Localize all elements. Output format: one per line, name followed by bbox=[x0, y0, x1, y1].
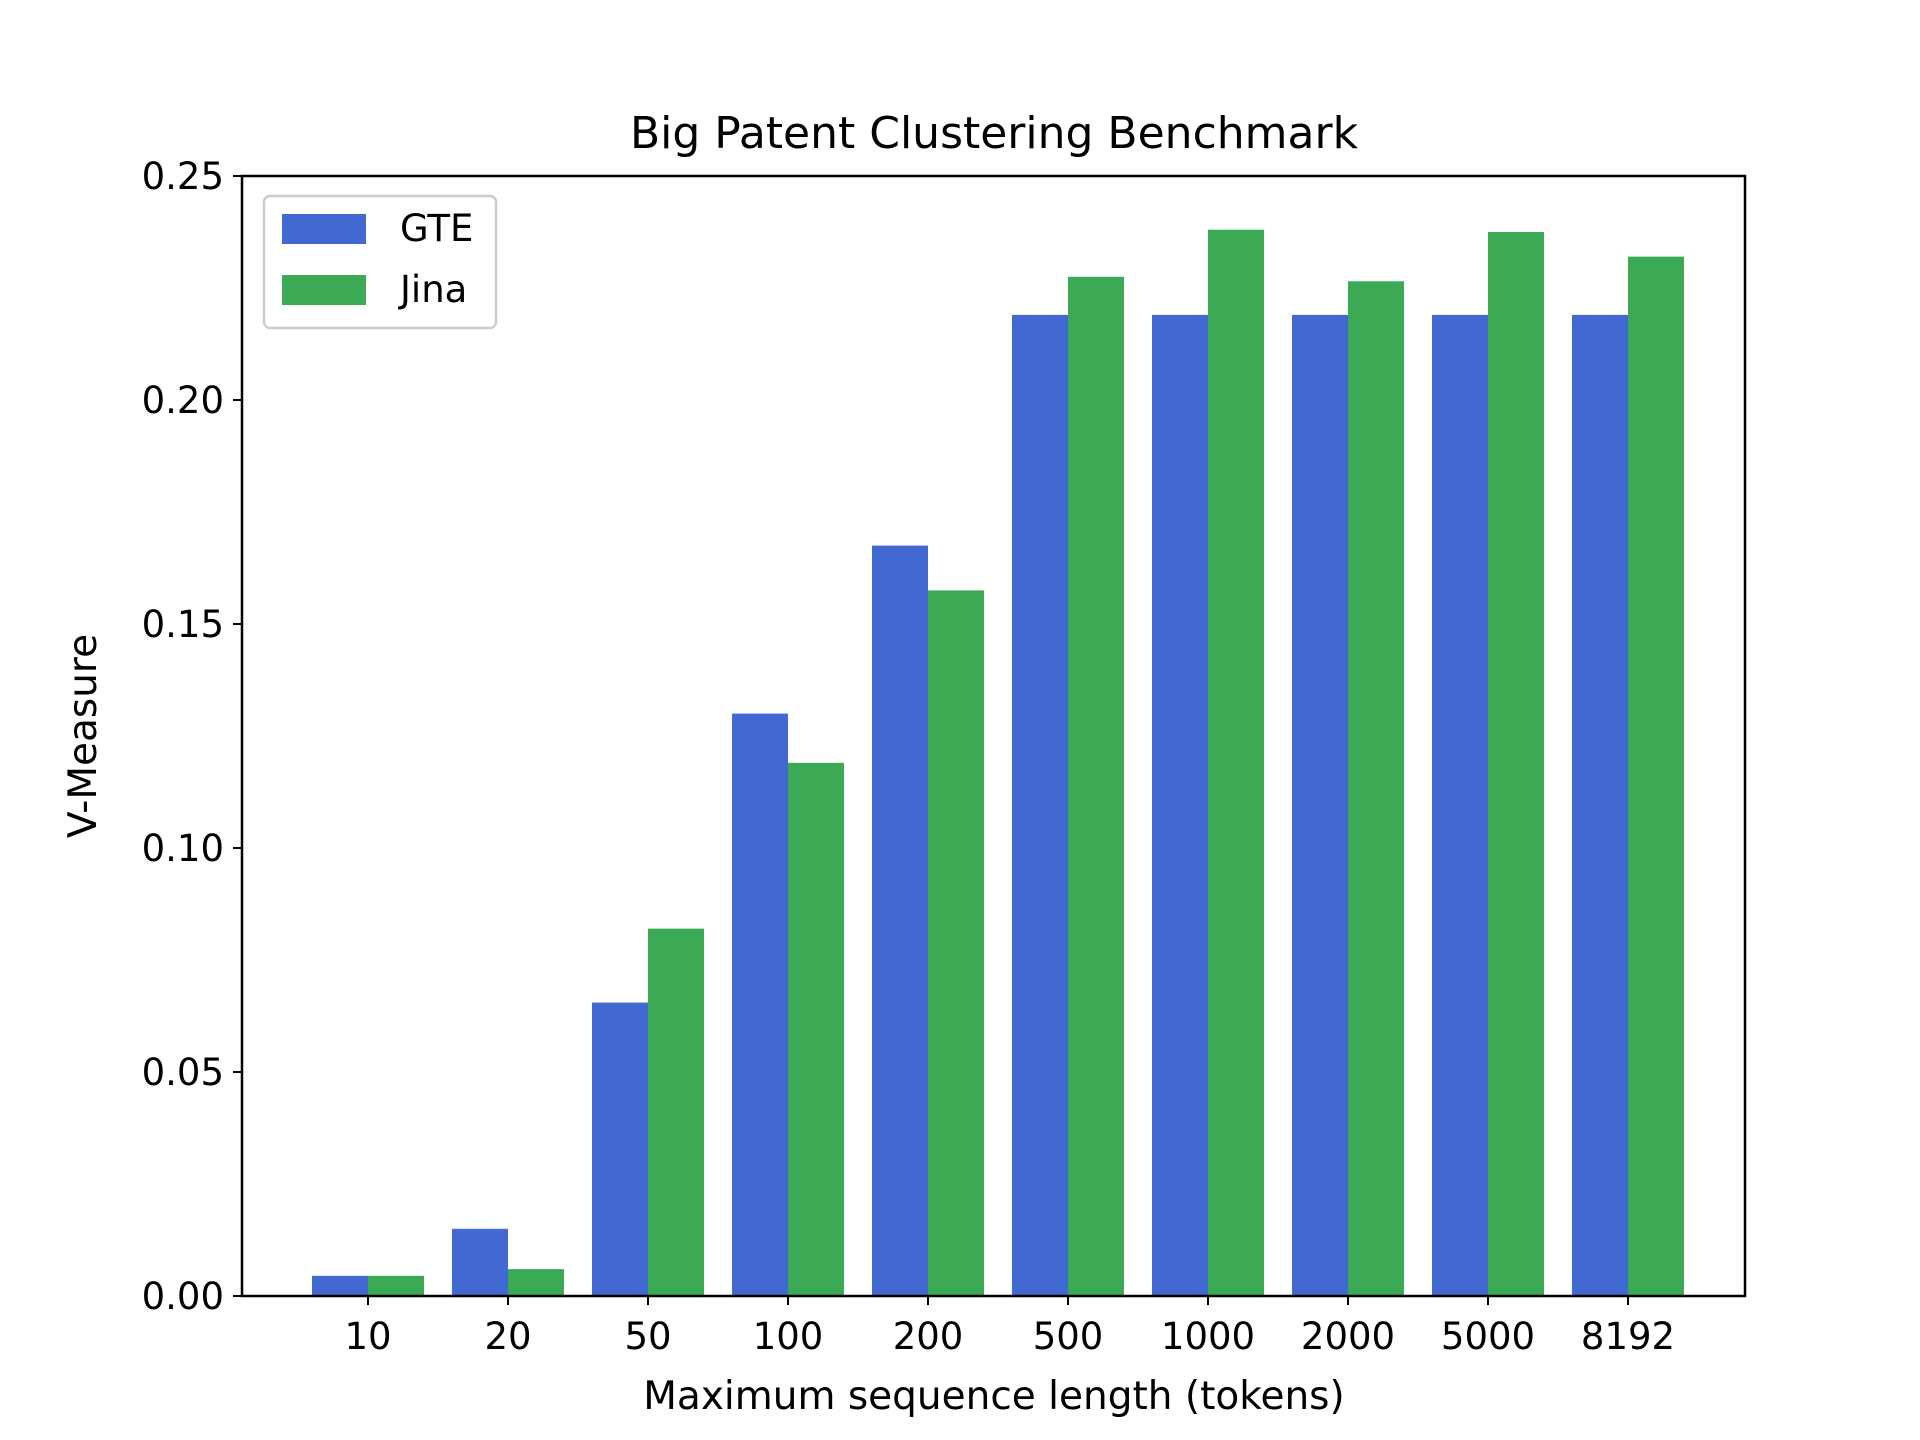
bar-jina-50 bbox=[648, 929, 704, 1296]
y-tick-label: 0.20 bbox=[142, 379, 224, 422]
bar-jina-20 bbox=[508, 1269, 564, 1296]
bars-group bbox=[312, 230, 1684, 1296]
bar-jina-10 bbox=[368, 1276, 424, 1296]
x-tick-label: 100 bbox=[753, 1315, 824, 1358]
x-tick-label: 1000 bbox=[1161, 1315, 1255, 1358]
y-axis-ticks: 0.00 0.05 0.10 0.15 0.20 0.25 bbox=[142, 155, 242, 1318]
chart-title: Big Patent Clustering Benchmark bbox=[630, 108, 1359, 159]
legend: GTE Jina bbox=[264, 196, 496, 328]
legend-label-gte: GTE bbox=[400, 207, 473, 250]
legend-label-jina: Jina bbox=[398, 268, 467, 311]
x-axis-label: Maximum sequence length (tokens) bbox=[643, 1374, 1344, 1419]
bar-jina-200 bbox=[928, 590, 984, 1296]
bar-gte-5000 bbox=[1432, 315, 1488, 1296]
bar-gte-8192 bbox=[1572, 315, 1628, 1296]
legend-swatch-gte bbox=[282, 214, 366, 244]
y-tick-label: 0.10 bbox=[142, 827, 224, 870]
x-tick-label: 5000 bbox=[1441, 1315, 1535, 1358]
y-tick-label: 0.15 bbox=[142, 603, 224, 646]
x-tick-label: 200 bbox=[893, 1315, 964, 1358]
bar-gte-10 bbox=[312, 1276, 368, 1296]
y-tick-label: 0.00 bbox=[142, 1275, 224, 1318]
y-tick-label: 0.25 bbox=[142, 155, 224, 198]
bar-jina-8192 bbox=[1628, 257, 1684, 1296]
y-axis-label: V-Measure bbox=[61, 634, 106, 838]
bar-gte-500 bbox=[1012, 315, 1068, 1296]
x-tick-label: 50 bbox=[624, 1315, 671, 1358]
bar-gte-2000 bbox=[1292, 315, 1348, 1296]
bar-jina-2000 bbox=[1348, 281, 1404, 1296]
bar-jina-5000 bbox=[1488, 232, 1544, 1296]
bar-gte-20 bbox=[452, 1229, 508, 1296]
legend-swatch-jina bbox=[282, 275, 366, 305]
bar-gte-100 bbox=[732, 714, 788, 1296]
bar-jina-500 bbox=[1068, 277, 1124, 1296]
y-tick-label: 0.05 bbox=[142, 1051, 224, 1094]
x-tick-label: 2000 bbox=[1301, 1315, 1395, 1358]
x-tick-label: 500 bbox=[1033, 1315, 1104, 1358]
x-tick-label: 10 bbox=[344, 1315, 391, 1358]
bar-gte-200 bbox=[872, 546, 928, 1296]
bar-gte-1000 bbox=[1152, 315, 1208, 1296]
x-tick-label: 20 bbox=[484, 1315, 531, 1358]
bar-gte-50 bbox=[592, 1003, 648, 1296]
bar-jina-1000 bbox=[1208, 230, 1264, 1296]
x-tick-label: 8192 bbox=[1581, 1315, 1675, 1358]
x-axis-ticks: 10 20 50 100 200 500 1000 2000 5000 8192 bbox=[344, 1296, 1675, 1358]
bar-jina-100 bbox=[788, 763, 844, 1296]
